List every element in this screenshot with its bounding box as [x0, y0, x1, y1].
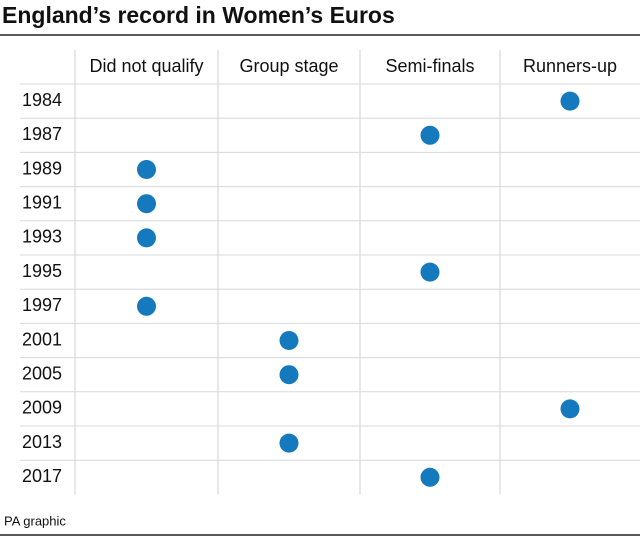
row-label: 2017: [22, 466, 62, 486]
dot: [560, 91, 580, 111]
dot: [137, 194, 156, 214]
row-label: 2005: [22, 363, 62, 383]
dot: [279, 365, 299, 385]
column-header: Semi-finals: [385, 56, 474, 76]
row-label: 1993: [22, 227, 62, 247]
source: PA graphic: [4, 513, 66, 528]
row-label: 1997: [22, 295, 62, 315]
column-header: Runners-up: [523, 56, 617, 76]
row-label: 2013: [22, 432, 62, 452]
dot: [420, 467, 440, 487]
dot: [420, 125, 440, 145]
row-label: 1987: [22, 124, 62, 144]
dot: [137, 296, 156, 316]
row-label: 1984: [22, 90, 62, 110]
dot: [420, 262, 440, 282]
dot: [560, 399, 580, 419]
row-label: 1995: [22, 261, 62, 281]
chart-title: England’s record in Women’s Euros: [2, 2, 395, 28]
dot: [279, 433, 299, 453]
dot: [137, 160, 156, 179]
column-header: Did not qualify: [89, 56, 203, 76]
row-label: 1991: [22, 192, 62, 212]
row-label: 1989: [22, 158, 62, 178]
row-label: 2001: [22, 329, 62, 349]
column-header: Group stage: [239, 56, 338, 76]
dot: [137, 228, 156, 248]
row-label: 2009: [22, 398, 62, 418]
dot: [279, 331, 299, 350]
